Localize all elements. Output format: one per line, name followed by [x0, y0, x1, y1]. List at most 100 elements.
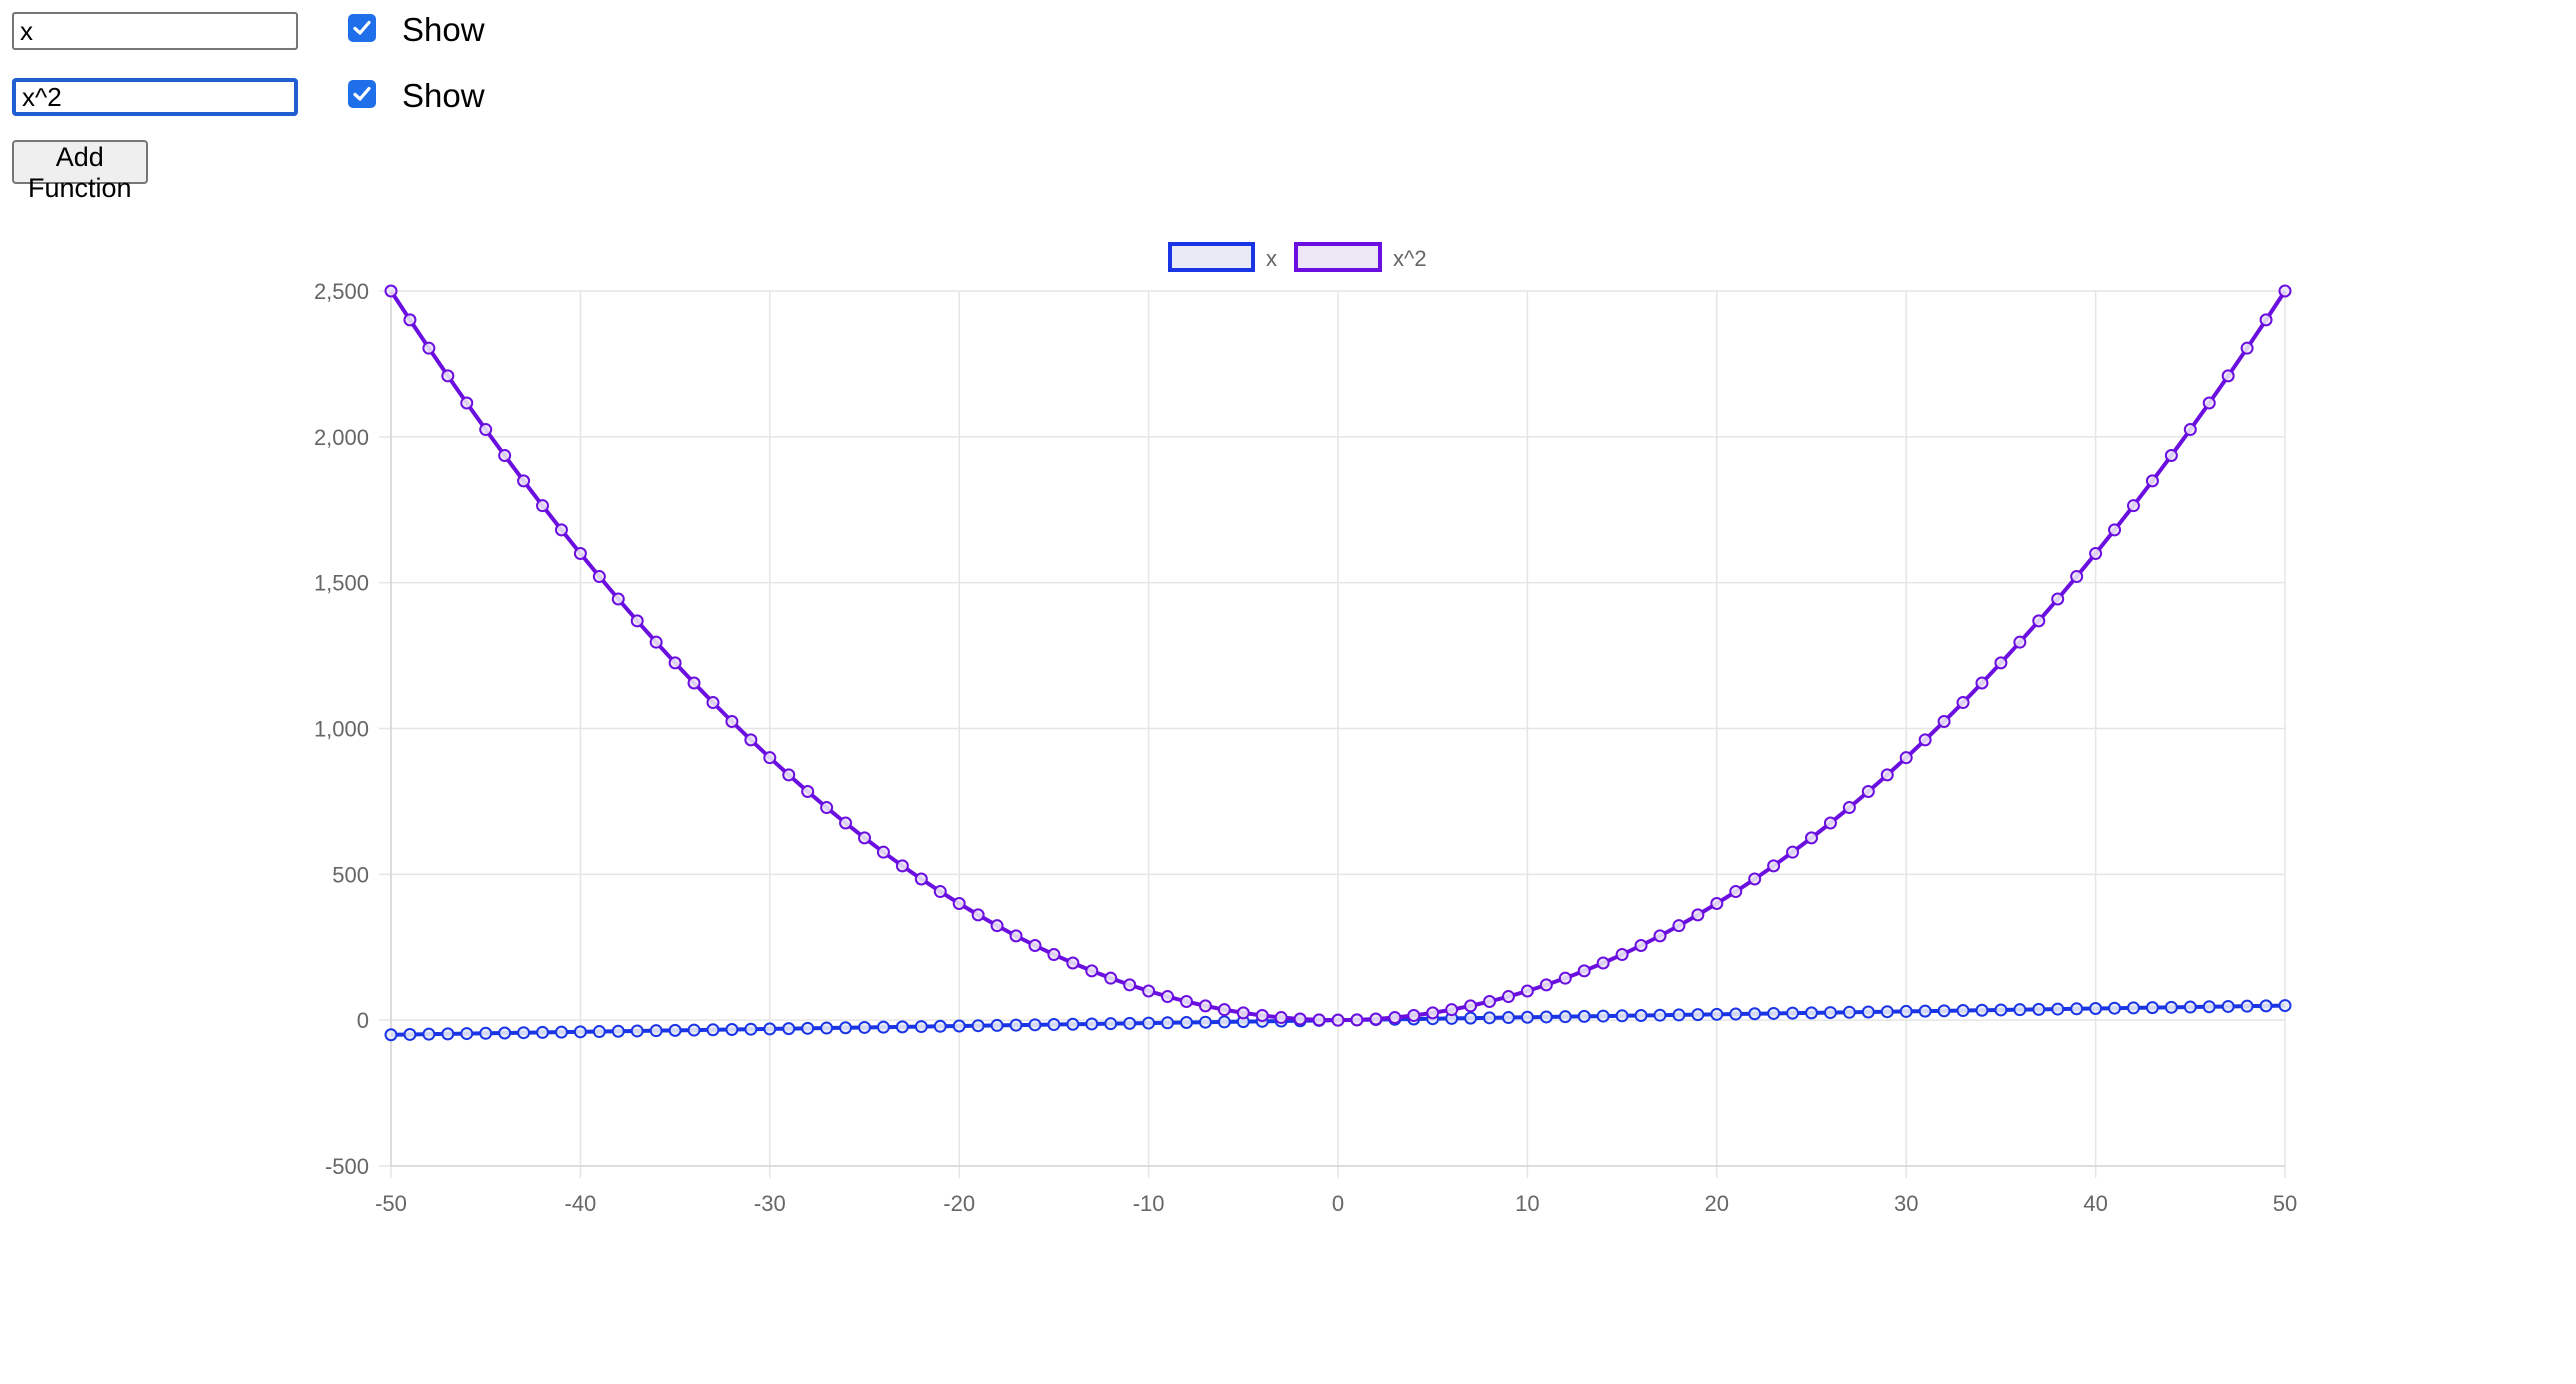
data-point[interactable] — [479, 423, 493, 437]
data-point[interactable] — [1483, 1011, 1497, 1025]
chart-legend[interactable]: x x^2 — [1168, 242, 1427, 272]
data-point[interactable] — [517, 474, 531, 488]
data-point[interactable] — [403, 313, 417, 327]
data-point[interactable] — [384, 284, 398, 298]
show-checkbox-2[interactable] — [348, 80, 376, 108]
data-point[interactable] — [876, 845, 890, 859]
data-point[interactable] — [2070, 1002, 2084, 1016]
data-point[interactable] — [1198, 1015, 1212, 1029]
data-point[interactable] — [1767, 859, 1781, 873]
data-point[interactable] — [820, 801, 834, 815]
data-point[interactable] — [1937, 715, 1951, 728]
data-point[interactable] — [1274, 1011, 1288, 1025]
data-point[interactable] — [933, 1019, 947, 1033]
data-point[interactable] — [2240, 341, 2254, 355]
data-point[interactable] — [554, 523, 568, 537]
data-point[interactable] — [1407, 1009, 1421, 1022]
data-point[interactable] — [990, 919, 1004, 933]
data-point[interactable] — [441, 1027, 455, 1041]
data-point[interactable] — [914, 1020, 928, 1034]
data-point[interactable] — [1047, 1018, 1061, 1032]
data-point[interactable] — [839, 1021, 853, 1035]
function-input-1[interactable] — [12, 12, 298, 50]
data-point[interactable] — [1483, 995, 1497, 1008]
data-point[interactable] — [725, 715, 739, 728]
data-point[interactable] — [706, 696, 720, 710]
data-point[interactable] — [1350, 1013, 1364, 1027]
data-point[interactable] — [517, 1026, 531, 1040]
data-point[interactable] — [1805, 1006, 1818, 1020]
data-point[interactable] — [2051, 592, 2065, 606]
data-point[interactable] — [952, 897, 966, 910]
data-point[interactable] — [971, 1019, 985, 1033]
data-point[interactable] — [1937, 1004, 1951, 1018]
show-checkbox-1[interactable] — [348, 14, 376, 42]
data-point[interactable] — [1539, 978, 1553, 992]
data-point[interactable] — [1729, 1007, 1743, 1021]
data-point[interactable] — [1520, 1010, 1534, 1024]
data-point[interactable] — [1596, 956, 1610, 970]
data-point[interactable] — [744, 1022, 758, 1036]
data-point[interactable] — [2126, 499, 2140, 513]
data-point[interactable] — [1293, 1012, 1307, 1026]
data-point[interactable] — [2183, 423, 2197, 437]
data-point[interactable] — [1123, 1016, 1137, 1030]
data-point[interactable] — [1767, 1006, 1781, 1020]
data-point[interactable] — [1142, 984, 1156, 998]
data-point[interactable] — [1066, 956, 1080, 970]
data-point[interactable] — [1161, 990, 1175, 1004]
data-point[interactable] — [1994, 656, 2008, 670]
data-point[interactable] — [479, 1026, 493, 1040]
data-point[interactable] — [1066, 1017, 1080, 1031]
data-point[interactable] — [2278, 999, 2292, 1013]
legend-swatch-x[interactable] — [1168, 242, 1255, 272]
data-point[interactable] — [1786, 1006, 1800, 1020]
data-point[interactable] — [1255, 1009, 1269, 1022]
data-point[interactable] — [649, 1024, 663, 1038]
data-point[interactable] — [630, 614, 644, 628]
data-point[interactable] — [2278, 284, 2292, 298]
data-point[interactable] — [1445, 1003, 1459, 1017]
data-point[interactable] — [1577, 964, 1591, 978]
data-point[interactable] — [2108, 1001, 2122, 1015]
data-point[interactable] — [460, 1027, 474, 1041]
data-point[interactable] — [1672, 1008, 1686, 1022]
data-point[interactable] — [1823, 1006, 1837, 1020]
data-point[interactable] — [1009, 929, 1023, 943]
data-point[interactable] — [1691, 908, 1705, 922]
data-point[interactable] — [611, 592, 625, 606]
data-point[interactable] — [1558, 971, 1572, 985]
data-point[interactable] — [1085, 964, 1099, 978]
data-point[interactable] — [1085, 1017, 1099, 1031]
data-point[interactable] — [1179, 995, 1193, 1008]
data-point[interactable] — [2202, 396, 2216, 410]
data-point[interactable] — [820, 1021, 834, 1035]
data-point[interactable] — [990, 1018, 1004, 1032]
data-point[interactable] — [2051, 1002, 2065, 1016]
data-point[interactable] — [1672, 919, 1686, 933]
data-point[interactable] — [1805, 831, 1818, 845]
data-point[interactable] — [782, 768, 796, 782]
data-point[interactable] — [1994, 1003, 2008, 1017]
data-point[interactable] — [1388, 1011, 1402, 1025]
data-point[interactable] — [2183, 1000, 2197, 1014]
data-point[interactable] — [1691, 1008, 1705, 1022]
data-point[interactable] — [1710, 1007, 1724, 1021]
data-point[interactable] — [1577, 1009, 1591, 1023]
data-point[interactable] — [2259, 999, 2273, 1013]
data-point[interactable] — [536, 499, 550, 513]
data-point[interactable] — [1198, 999, 1212, 1013]
data-point[interactable] — [1729, 885, 1743, 899]
data-point[interactable] — [630, 1024, 644, 1038]
data-point[interactable] — [1369, 1012, 1383, 1026]
data-point[interactable] — [1539, 1010, 1553, 1024]
data-point[interactable] — [1047, 948, 1061, 962]
data-point[interactable] — [1899, 1004, 1913, 1018]
data-point[interactable] — [2089, 547, 2103, 560]
data-point[interactable] — [914, 872, 928, 886]
data-point[interactable] — [876, 1020, 890, 1034]
data-point[interactable] — [2145, 474, 2159, 488]
data-point[interactable] — [2164, 449, 2178, 462]
data-point[interactable] — [1501, 990, 1515, 1004]
data-point[interactable] — [498, 449, 512, 462]
